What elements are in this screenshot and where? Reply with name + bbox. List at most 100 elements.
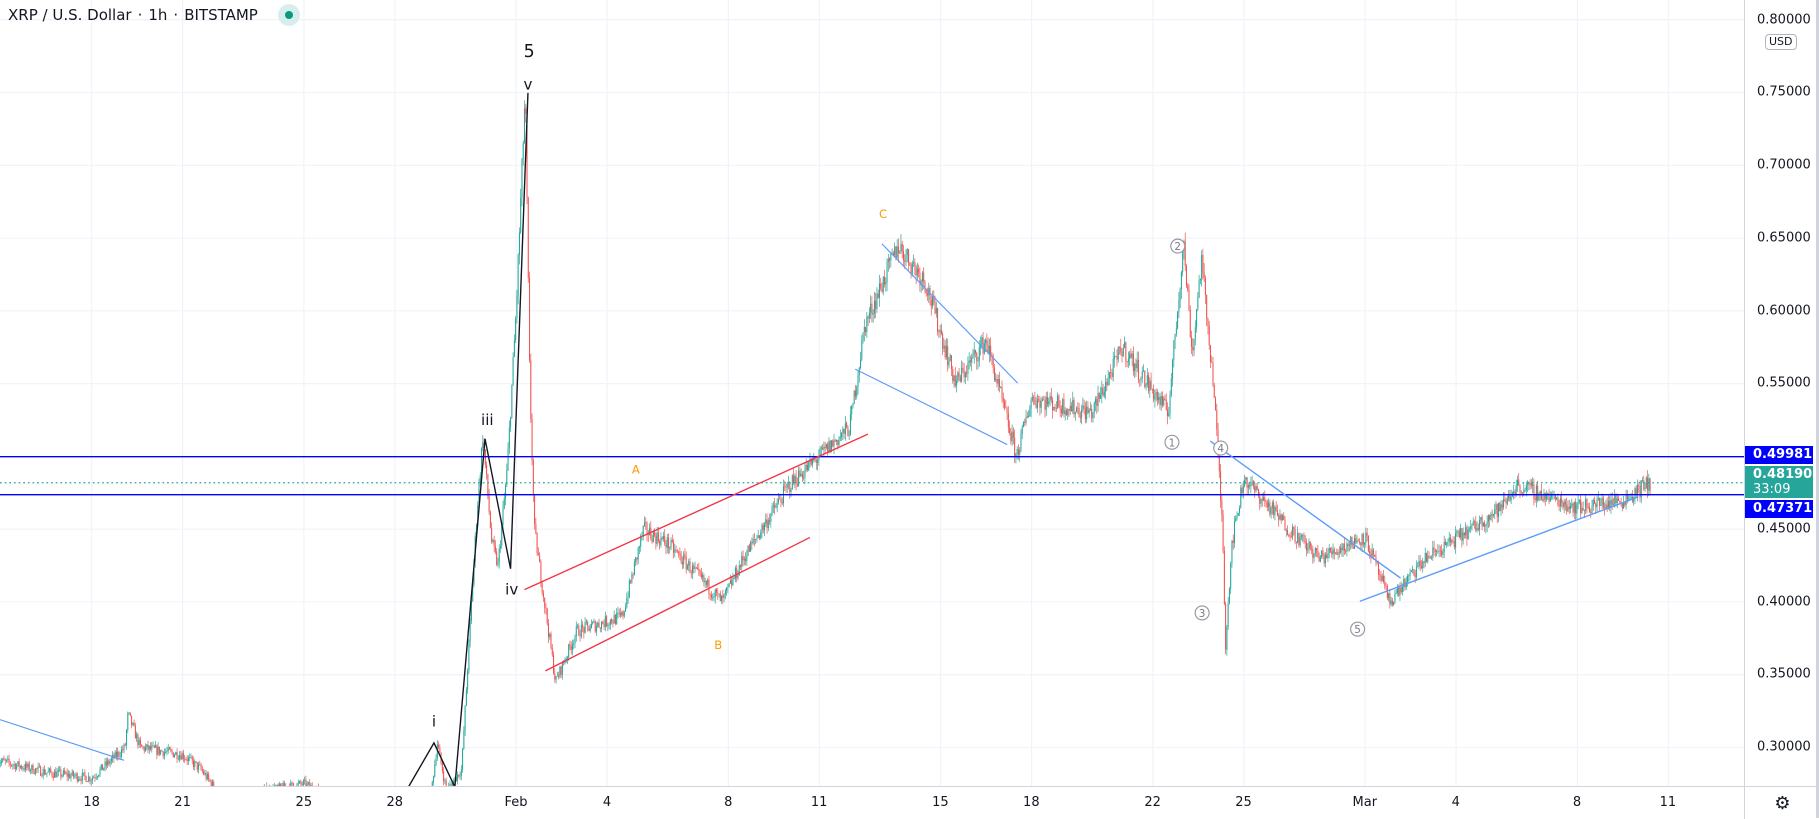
candle-body — [856, 387, 857, 396]
candle-body — [1046, 397, 1047, 410]
candle-body — [1214, 385, 1215, 397]
candle-body — [195, 761, 196, 762]
candle-body — [713, 597, 714, 598]
candle-body — [1610, 499, 1611, 507]
candle-body — [505, 485, 506, 498]
candle-body — [985, 340, 986, 344]
candle-body — [1581, 508, 1582, 513]
candle-body — [135, 726, 136, 738]
candle-body — [1288, 535, 1289, 536]
candle-body — [121, 749, 122, 756]
candle-body — [1266, 501, 1267, 502]
candle-body — [1567, 507, 1568, 511]
candle-body — [907, 249, 908, 255]
candle-body — [638, 548, 639, 560]
candle-body — [1389, 593, 1390, 604]
candle-body — [960, 377, 961, 382]
candle-body — [1229, 589, 1230, 603]
candle-body — [1353, 548, 1354, 549]
lower-level-price-tag: 0.47371 — [1745, 500, 1813, 518]
candle-body — [787, 484, 788, 487]
candle-body — [1137, 360, 1138, 368]
support-trend-line — [1360, 497, 1638, 601]
candle-body — [750, 542, 751, 552]
time-label: Feb — [505, 795, 528, 810]
candle-body — [1417, 567, 1418, 568]
candle-body — [1329, 548, 1330, 553]
candle-body — [871, 304, 872, 315]
wave-label: iii — [481, 411, 494, 429]
candle-body — [1242, 488, 1243, 493]
candle-body — [1092, 412, 1093, 418]
candle-body — [813, 459, 814, 460]
candle-body — [1597, 500, 1598, 507]
candle-body — [300, 781, 301, 784]
market-status-icon[interactable] — [278, 4, 300, 26]
candle-body — [879, 284, 880, 298]
candle-body — [969, 360, 970, 363]
candle-body — [635, 557, 636, 562]
candle-body — [912, 264, 913, 274]
candle-body — [1034, 398, 1035, 404]
candle-body — [727, 587, 728, 588]
candle-body — [50, 769, 51, 772]
candle-body — [41, 776, 42, 777]
price-label: 0.80000 — [1757, 12, 1811, 27]
candle-body — [489, 496, 490, 512]
candle-body — [1113, 359, 1114, 377]
candle-body — [1207, 319, 1208, 326]
candle-body — [1482, 517, 1483, 526]
candle-body — [731, 580, 732, 585]
candle-body — [443, 771, 444, 781]
candle-body — [509, 427, 510, 448]
candle-body — [845, 423, 846, 434]
candle-body — [79, 779, 80, 780]
candle-body — [1190, 310, 1191, 337]
candle-body — [1302, 535, 1303, 536]
candle-body — [1066, 411, 1067, 416]
candle-body — [102, 764, 103, 770]
wave-label: iv — [505, 580, 518, 598]
currency-button[interactable]: USD — [1765, 34, 1797, 50]
candle-body — [1079, 408, 1080, 417]
candle-body — [497, 562, 498, 565]
candle-body — [1129, 354, 1130, 359]
candle-body — [1425, 553, 1426, 563]
candle-body — [695, 568, 696, 569]
candle-body — [1485, 525, 1486, 526]
candle-body — [1407, 576, 1408, 582]
candle-body — [1074, 400, 1075, 414]
candle-body — [799, 471, 800, 477]
candle-body — [117, 752, 118, 757]
candle-body — [304, 780, 305, 781]
candle-body — [70, 775, 71, 778]
interval[interactable]: 1h — [148, 6, 167, 24]
candle-body — [1650, 478, 1651, 490]
chart-settings-button[interactable]: ⚙ — [1744, 786, 1819, 819]
candle-body — [823, 447, 824, 450]
candle-body — [1508, 496, 1509, 499]
candle-body — [1120, 347, 1121, 352]
candle-body — [470, 621, 471, 642]
candle-body — [1036, 404, 1037, 408]
candle-body — [948, 361, 949, 366]
candle-body — [1579, 500, 1580, 502]
candle-body — [178, 759, 179, 760]
symbol-legend[interactable]: XRP / U.S. Dollar · 1h · BITSTAMP — [8, 4, 300, 26]
candle-body — [1308, 542, 1309, 549]
candle-body — [12, 765, 13, 766]
candle-body — [1142, 372, 1143, 379]
candle-body — [15, 764, 16, 769]
candle-body — [697, 568, 698, 569]
candle-body — [1477, 528, 1478, 530]
candle-body — [1435, 549, 1436, 552]
candle-body — [550, 634, 551, 649]
candle-body — [730, 580, 731, 583]
candle-body — [1038, 399, 1039, 400]
candle-body — [462, 749, 463, 770]
candle-body — [1327, 553, 1328, 558]
candle-body — [840, 437, 841, 438]
